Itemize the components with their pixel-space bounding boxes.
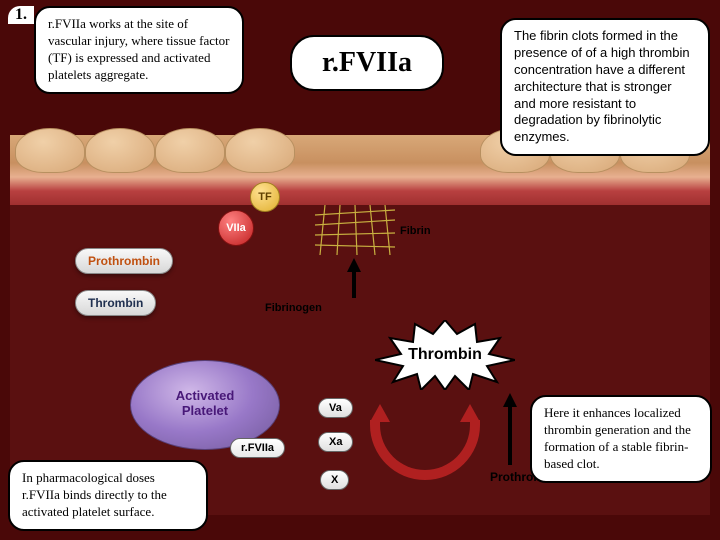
arrow-head xyxy=(503,393,517,407)
factor-label: Xa xyxy=(329,436,342,448)
badge-text: Thrombin xyxy=(88,296,143,310)
platelet-label-line2: Platelet xyxy=(160,403,250,418)
rfviia-label: r.FVIIa xyxy=(241,442,274,454)
tf-circle: TF xyxy=(250,182,280,212)
arrow-fibrinogen-fibrin xyxy=(352,270,356,298)
thrombin-starburst: Thrombin xyxy=(375,320,515,390)
fibrin-label: Fibrin xyxy=(400,225,431,237)
title-text: r.FVIIa xyxy=(322,47,412,78)
tissue-cell xyxy=(155,128,225,173)
callout-text: r.FVIIa works at the site of vascular in… xyxy=(48,16,229,82)
fibrinogen-label: Fibrinogen xyxy=(265,302,322,314)
platelet-label-line1: Activated xyxy=(160,388,250,403)
callout-bottom-right: Here it enhances localized thrombin gene… xyxy=(530,395,712,483)
viia-label: VIIa xyxy=(226,222,246,234)
callout-top-right: The fibrin clots formed in the presence … xyxy=(500,18,710,156)
fibrin-mesh-icon xyxy=(315,205,395,255)
callout-text: In pharmacological doses r.FVIIa binds d… xyxy=(22,470,167,519)
callout-top-left: r.FVIIa works at the site of vascular in… xyxy=(34,6,244,94)
viia-circle: VIIa xyxy=(218,210,254,246)
tf-label: TF xyxy=(258,191,271,203)
factor-xa: Xa xyxy=(318,432,353,452)
factor-x: X xyxy=(320,470,349,490)
platelet-label: Activated Platelet xyxy=(160,388,250,418)
step-number: 1. xyxy=(8,6,34,24)
factor-label: Va xyxy=(329,402,342,414)
callout-text: Here it enhances localized thrombin gene… xyxy=(544,405,691,471)
arrow-head xyxy=(347,258,361,272)
tissue-cell xyxy=(85,128,155,173)
factor-va: Va xyxy=(318,398,353,418)
tissue-cell xyxy=(15,128,85,173)
arrow-prothrombin-thrombin xyxy=(508,405,512,465)
prothrombin-badge: Prothrombin xyxy=(75,248,173,274)
thrombin-badge: Thrombin xyxy=(75,290,156,316)
callout-bottom-left: In pharmacological doses r.FVIIa binds d… xyxy=(8,460,208,531)
factor-label: X xyxy=(331,474,338,486)
tissue-cell xyxy=(225,128,295,173)
title-bubble: r.FVIIa xyxy=(290,35,444,91)
callout-text: The fibrin clots formed in the presence … xyxy=(514,28,690,144)
rfviia-oval: r.FVIIa xyxy=(230,438,285,458)
thrombin-star-text: Thrombin xyxy=(408,346,482,364)
badge-text: Prothrombin xyxy=(88,254,160,268)
